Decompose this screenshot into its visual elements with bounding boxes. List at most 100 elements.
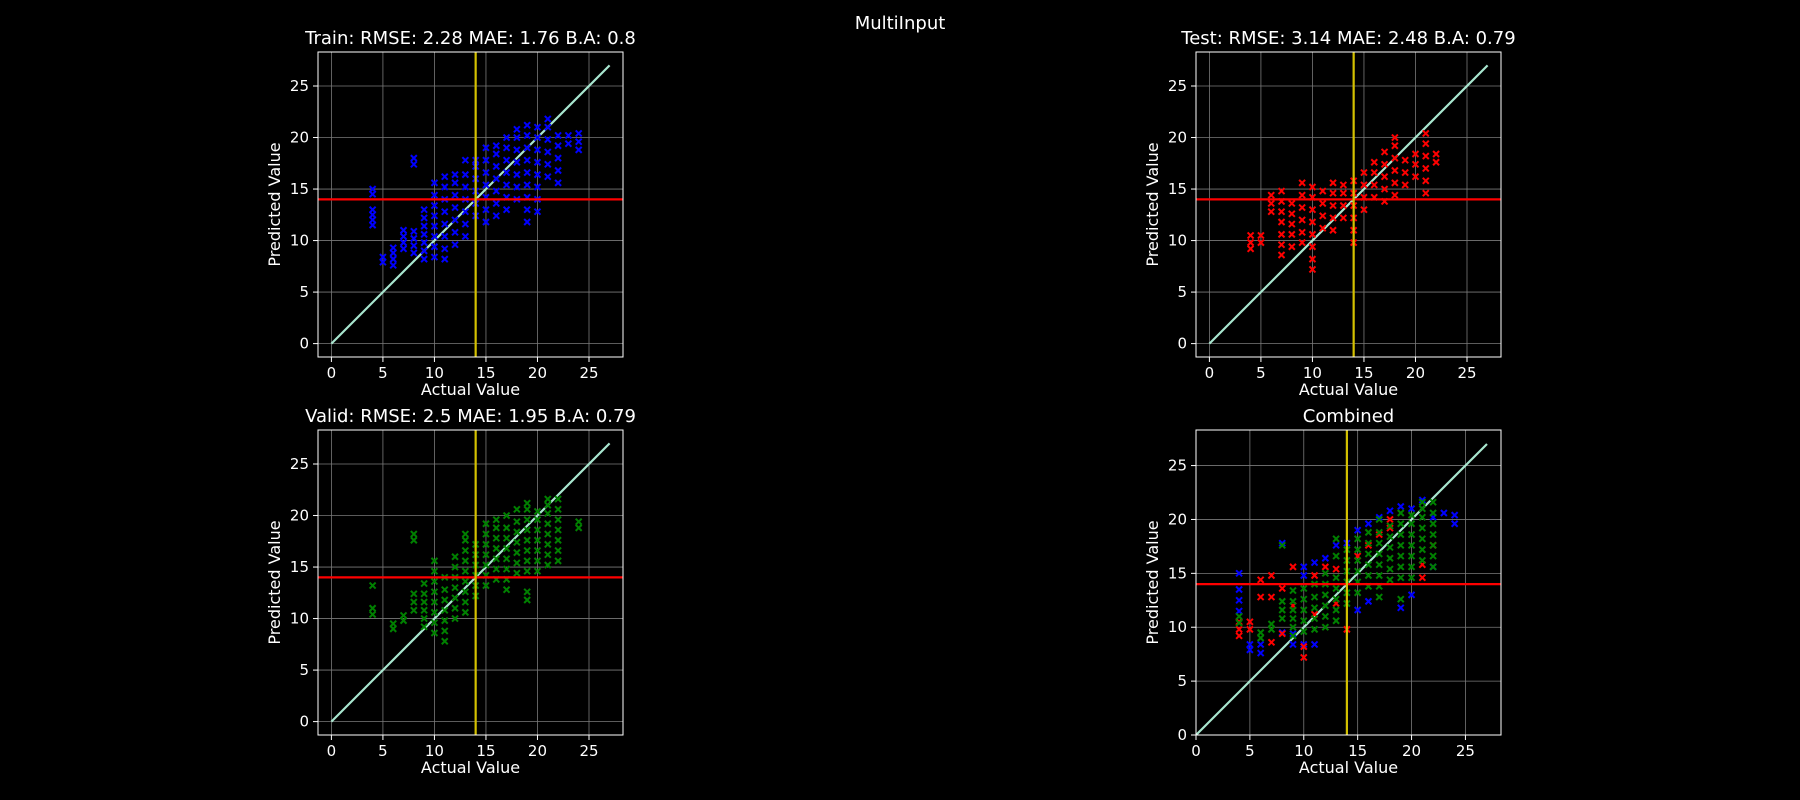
data-point bbox=[502, 534, 511, 542]
points-test bbox=[1246, 129, 1440, 274]
data-point bbox=[1364, 597, 1373, 606]
data-point bbox=[430, 212, 439, 220]
x-tick-label: 15 bbox=[1354, 364, 1373, 382]
data-point bbox=[1411, 172, 1420, 181]
data-point bbox=[1278, 597, 1286, 606]
data-point bbox=[523, 121, 531, 129]
data-point bbox=[1429, 541, 1437, 550]
data-point bbox=[1364, 520, 1373, 528]
data-point bbox=[1289, 640, 1297, 649]
data-point bbox=[451, 583, 459, 592]
data-point bbox=[430, 201, 439, 210]
data-point bbox=[533, 507, 542, 516]
axes-frame bbox=[1195, 51, 1502, 358]
data-point bbox=[554, 179, 562, 187]
data-point bbox=[430, 191, 439, 199]
data-point bbox=[1256, 593, 1265, 601]
subplot-valid: 0 5 10 15 20 25 0 5 10 15 20 25 Actual Value Predicte… bbox=[265, 406, 636, 777]
data-point bbox=[513, 517, 521, 526]
data-point bbox=[1329, 214, 1337, 222]
data-point bbox=[420, 579, 428, 588]
data-point bbox=[1360, 205, 1368, 214]
data-point bbox=[482, 550, 490, 559]
data-point bbox=[533, 557, 542, 565]
data-point bbox=[1319, 187, 1327, 195]
data-point bbox=[533, 526, 542, 534]
data-point bbox=[430, 243, 439, 251]
data-point bbox=[379, 253, 387, 261]
data-point bbox=[1278, 606, 1286, 614]
data-point bbox=[1397, 541, 1405, 550]
data-point bbox=[420, 222, 428, 230]
data-point bbox=[1235, 569, 1243, 578]
data-point bbox=[513, 125, 521, 133]
data-point bbox=[533, 123, 542, 131]
data-point bbox=[544, 530, 552, 538]
data-point bbox=[482, 168, 490, 177]
data-point bbox=[1353, 526, 1362, 534]
data-point bbox=[492, 544, 500, 553]
data-point bbox=[1288, 230, 1296, 239]
data-point bbox=[1407, 504, 1416, 513]
data-point bbox=[513, 569, 521, 577]
axes-frame bbox=[1195, 429, 1502, 736]
data-point bbox=[420, 614, 428, 623]
data-point bbox=[1370, 168, 1378, 177]
data-point bbox=[441, 596, 449, 604]
data-point bbox=[1310, 625, 1319, 634]
data-point bbox=[1319, 199, 1327, 208]
y-axis-label: Predicted Value bbox=[1143, 142, 1162, 266]
y-tick-label: 20 bbox=[290, 507, 309, 525]
data-point bbox=[420, 214, 428, 222]
data-point bbox=[1298, 216, 1306, 224]
data-point bbox=[368, 581, 377, 590]
data-point bbox=[513, 133, 521, 142]
data-point bbox=[1429, 563, 1437, 571]
data-point bbox=[1391, 191, 1399, 199]
data-point bbox=[1375, 561, 1383, 569]
data-point bbox=[492, 175, 500, 183]
data-point bbox=[1418, 535, 1427, 543]
y-axis-label: Predicted Value bbox=[265, 520, 284, 644]
data-point bbox=[502, 511, 511, 520]
data-point bbox=[410, 606, 418, 615]
data-point bbox=[1397, 573, 1405, 582]
data-point bbox=[451, 553, 459, 561]
data-point bbox=[461, 208, 470, 216]
data-point bbox=[1332, 541, 1340, 550]
data-point bbox=[502, 544, 511, 553]
data-point bbox=[1432, 150, 1440, 158]
x-tick-label: 10 bbox=[1294, 742, 1313, 760]
data-point bbox=[1422, 129, 1430, 138]
data-point bbox=[513, 528, 521, 536]
data-point bbox=[430, 618, 439, 627]
data-point bbox=[1332, 573, 1340, 582]
data-point bbox=[410, 154, 418, 162]
data-point bbox=[523, 557, 531, 565]
data-point bbox=[1310, 614, 1319, 623]
data-point bbox=[492, 565, 500, 573]
data-point bbox=[399, 238, 408, 247]
data-point bbox=[1397, 595, 1405, 603]
data-point bbox=[1288, 243, 1296, 251]
data-point bbox=[1364, 539, 1373, 547]
data-point bbox=[451, 191, 459, 199]
data-point bbox=[1308, 243, 1317, 251]
data-point bbox=[1235, 625, 1243, 634]
data-point bbox=[420, 606, 428, 615]
data-point bbox=[1380, 160, 1389, 169]
data-point bbox=[1267, 620, 1276, 628]
y-tick-label: 20 bbox=[290, 129, 309, 147]
data-point bbox=[1339, 201, 1348, 210]
x-tick-label: 25 bbox=[1456, 742, 1475, 760]
data-point bbox=[1407, 573, 1416, 582]
data-point bbox=[1289, 614, 1297, 623]
data-point bbox=[533, 208, 542, 216]
data-point bbox=[420, 230, 428, 239]
data-point bbox=[482, 520, 490, 528]
data-point bbox=[441, 255, 449, 263]
data-point bbox=[441, 220, 449, 228]
data-point bbox=[420, 590, 428, 598]
y-tick-label: 10 bbox=[290, 232, 309, 250]
data-point bbox=[492, 142, 500, 150]
